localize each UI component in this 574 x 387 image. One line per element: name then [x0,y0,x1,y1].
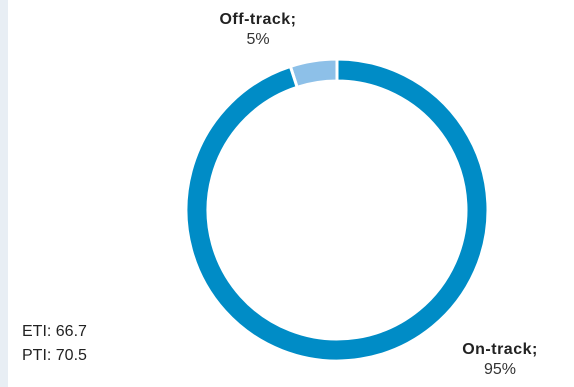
pti-value: PTI: 70.5 [22,347,87,364]
slice-label-off-track-name: Off-track; [219,11,297,28]
slice-label-on-track-name: On-track; [462,341,538,358]
slice-label-off-track: Off-track; 5% [178,10,338,50]
slice-label-on-track: On-track; 95% [435,340,565,380]
slice-on-track [184,57,490,363]
slice-label-off-track-value: 5% [246,31,270,48]
slice-label-on-track-value: 95% [483,361,517,378]
metrics-block: ETI: 66.7 PTI: 70.5 [22,320,87,368]
eti-value: ETI: 66.7 [22,323,87,340]
left-border [0,0,8,387]
slice-off-track [288,57,339,90]
